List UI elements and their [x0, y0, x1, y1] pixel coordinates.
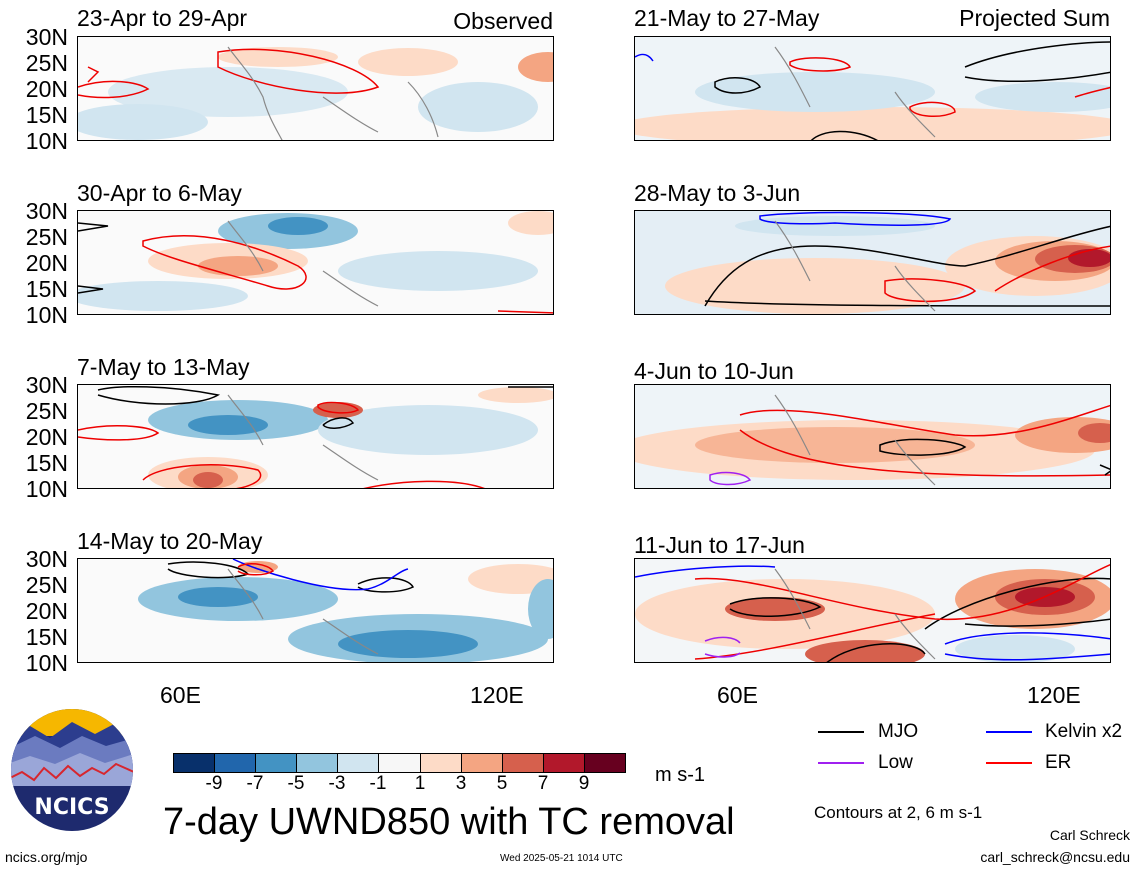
map-panel-observed-3 — [77, 384, 554, 489]
colorbar-tick-label: 3 — [455, 773, 467, 794]
legend-label: ER — [1045, 752, 1072, 773]
panel-title-6: 4-Jun to 10-Jun — [634, 358, 794, 384]
colorbar-tick-label: -7 — [246, 773, 264, 794]
lat-label: 10N — [25, 128, 68, 154]
lat-label: 20N — [25, 424, 68, 450]
map-panel-projected-3 — [634, 384, 1111, 489]
lat-label: 25N — [25, 572, 68, 598]
colorbar-tick-label: -3 — [328, 773, 346, 794]
lat-label: 25N — [25, 398, 68, 424]
colorbar — [173, 753, 626, 773]
lat-label: 10N — [25, 302, 68, 328]
colorbar-bin — [378, 754, 420, 772]
map-panel-projected-2 — [634, 210, 1111, 315]
lat-label: 10N — [25, 476, 68, 502]
panel-title-8: 11-Jun to 17-Jun — [634, 532, 805, 558]
lat-label: 20N — [25, 76, 68, 102]
colorbar-tick-label: 1 — [414, 773, 426, 794]
lon-label: 120E — [1027, 682, 1081, 708]
main-title: 7-day UWND850 with TC removal — [163, 801, 735, 843]
colorbar-bin — [255, 754, 297, 772]
panel-title-2: 21-May to 27-May — [634, 5, 820, 31]
timestamp: Wed 2025-05-21 1014 UTC — [500, 853, 623, 864]
colorbar-tick-label: 7 — [537, 773, 549, 794]
colorbar-bin — [542, 754, 584, 772]
logo-text: NCICS — [34, 795, 109, 820]
map-panel-observed-4 — [77, 558, 554, 663]
colorbar-tick-label: 5 — [496, 773, 508, 794]
colorbar-bin — [460, 754, 502, 772]
author-name: Carl Schreck — [1049, 827, 1130, 843]
panel-title-3: 30-Apr to 6-May — [77, 180, 242, 206]
map-panel-projected-4 — [634, 558, 1111, 663]
map-panel-projected-1 — [634, 36, 1111, 141]
colorbar-bin — [419, 754, 461, 772]
colorbar-bin — [501, 754, 543, 772]
lat-label: 30N — [25, 372, 68, 398]
colorbar-bin — [583, 754, 626, 772]
panel-tag-projected: Projected Sum — [959, 5, 1110, 31]
site-link[interactable]: ncics.org/mjo — [5, 849, 88, 865]
colorbar-bin — [337, 754, 379, 772]
legend-swatch-mjo — [818, 731, 864, 733]
lat-label: 10N — [25, 650, 68, 676]
colorbar-tick-label: -5 — [287, 773, 305, 794]
legend-label: MJO — [878, 721, 919, 742]
lat-label: 15N — [25, 102, 68, 128]
lat-label: 20N — [25, 598, 68, 624]
colorbar-tick-label: -9 — [205, 773, 223, 794]
colorbar-bin — [296, 754, 338, 772]
colorbar-tick-label: 9 — [578, 773, 590, 794]
lon-label: 120E — [470, 682, 524, 708]
map-panel-observed-2 — [77, 210, 554, 315]
panel-tag-observed: Observed — [453, 8, 553, 34]
lon-label: 60E — [717, 682, 758, 708]
lat-label: 30N — [25, 24, 68, 50]
lat-label: 15N — [25, 624, 68, 650]
panel-title-1: 23-Apr to 29-Apr — [77, 5, 248, 31]
author-email[interactable]: carl_schreck@ncsu.edu — [980, 849, 1130, 865]
legend-swatch-er — [986, 762, 1032, 764]
lon-label: 60E — [160, 682, 201, 708]
legend-swatch-low — [818, 762, 864, 764]
ncics-logo: NCICS — [10, 708, 134, 832]
panel-title-5: 7-May to 13-May — [77, 354, 250, 380]
map-panel-observed-1 — [77, 36, 554, 141]
contours-note: Contours at 2, 6 m s-1 — [814, 803, 983, 822]
lat-label: 15N — [25, 276, 68, 302]
legend-label: Kelvin x2 — [1045, 721, 1123, 742]
panel-title-4: 28-May to 3-Jun — [634, 180, 801, 206]
lat-label: 20N — [25, 250, 68, 276]
lat-label: 30N — [25, 546, 68, 572]
lat-label: 30N — [25, 198, 68, 224]
colorbar-units: m s-1 — [655, 764, 705, 786]
legend-label: Low — [878, 752, 913, 773]
colorbar-bin — [214, 754, 256, 772]
lat-label: 25N — [25, 50, 68, 76]
colorbar-bin — [174, 754, 215, 772]
lat-label: 25N — [25, 224, 68, 250]
legend-swatch-kelvin — [986, 731, 1032, 733]
lat-label: 15N — [25, 450, 68, 476]
panel-title-7: 14-May to 20-May — [77, 528, 263, 554]
colorbar-tick-label: -1 — [369, 773, 387, 794]
